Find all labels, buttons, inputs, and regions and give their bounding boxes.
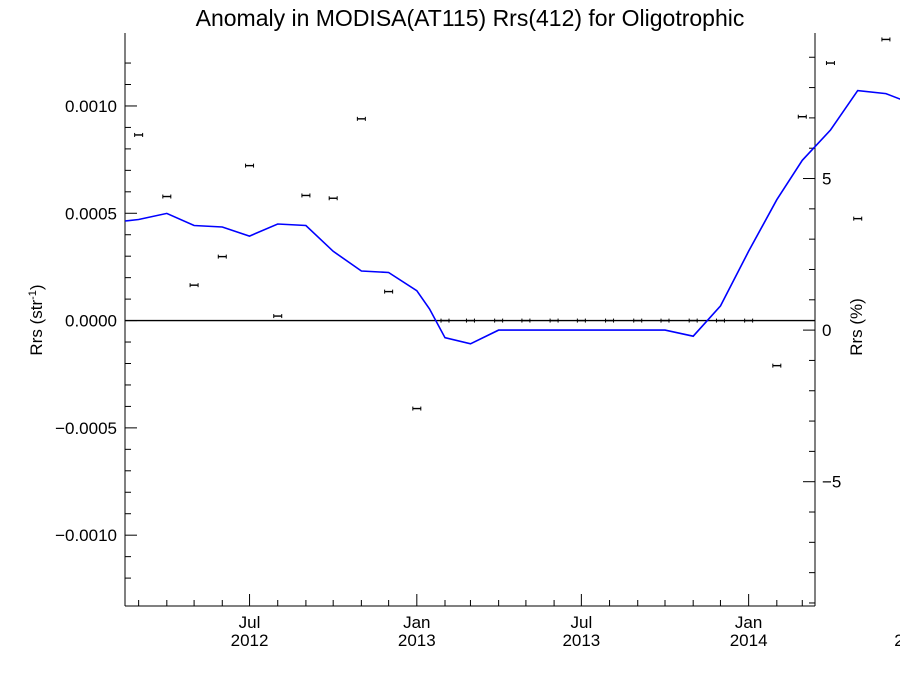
data-point [162, 194, 172, 199]
data-point [356, 116, 366, 121]
data-point [881, 37, 891, 42]
left-tick-label: −0.0010 [55, 526, 117, 545]
y-axis-label-left: Rrs (str-1) [27, 284, 46, 355]
data-point [189, 283, 199, 288]
series-points-rrs [134, 37, 891, 411]
right-tick-label: 0 [822, 321, 831, 340]
data-point [744, 318, 754, 323]
data-point [853, 216, 863, 221]
x-tick-label-month: Jan [735, 613, 762, 632]
data-point [494, 318, 504, 323]
data-point [549, 318, 559, 323]
data-point [576, 318, 586, 323]
left-axis-ticks: 0.0010 0.0005 0.0000 −0.0005 −0.0010 [55, 62, 137, 579]
right-tick-label: −5 [822, 473, 841, 492]
data-point [217, 254, 227, 259]
right-tick-label: 5 [822, 170, 831, 189]
x-tick-label-month: Jul [570, 613, 592, 632]
data-point [825, 61, 835, 66]
x-tick-label-month: Jan [403, 613, 430, 632]
right-axis-ticks: 5 0 −5 [803, 56, 841, 604]
data-point [772, 363, 782, 368]
data-point [134, 132, 144, 137]
data-point [301, 193, 311, 198]
left-tick-label: 0.0005 [65, 204, 117, 223]
left-tick-label: −0.0005 [55, 419, 117, 438]
x-tick-label-year: 2014 [730, 631, 768, 650]
data-point [633, 318, 643, 323]
data-point [465, 318, 475, 323]
x-axis-ticks: Jul2012Jan2013Jul2013Jan2014Jul2014 [138, 594, 900, 650]
y-axis-label-right: Rrs (%) [847, 298, 866, 356]
left-tick-label: 0.0000 [65, 312, 117, 331]
x-tick-label-year: 2013 [398, 631, 436, 650]
data-point [605, 318, 615, 323]
left-tick-label: 0.0010 [65, 97, 117, 116]
data-point [328, 196, 338, 201]
data-point [245, 163, 255, 168]
plot-frame [124, 33, 816, 607]
x-tick-label-year: 2014 [894, 631, 900, 650]
x-tick-label-month: Jul [239, 613, 261, 632]
data-point [797, 114, 807, 119]
data-point [660, 318, 670, 323]
data-point [273, 314, 283, 319]
data-point [412, 406, 422, 411]
data-point [521, 318, 531, 323]
x-tick-label-year: 2013 [562, 631, 600, 650]
data-point [688, 318, 698, 323]
chart-title: Anomaly in MODISA(AT115) Rrs(412) for Ol… [196, 5, 745, 31]
data-point [384, 289, 394, 294]
data-point [715, 318, 725, 323]
percent-line [124, 89, 900, 345]
series-line-percent [124, 89, 900, 345]
x-tick-label-year: 2012 [231, 631, 269, 650]
data-point [440, 318, 450, 323]
